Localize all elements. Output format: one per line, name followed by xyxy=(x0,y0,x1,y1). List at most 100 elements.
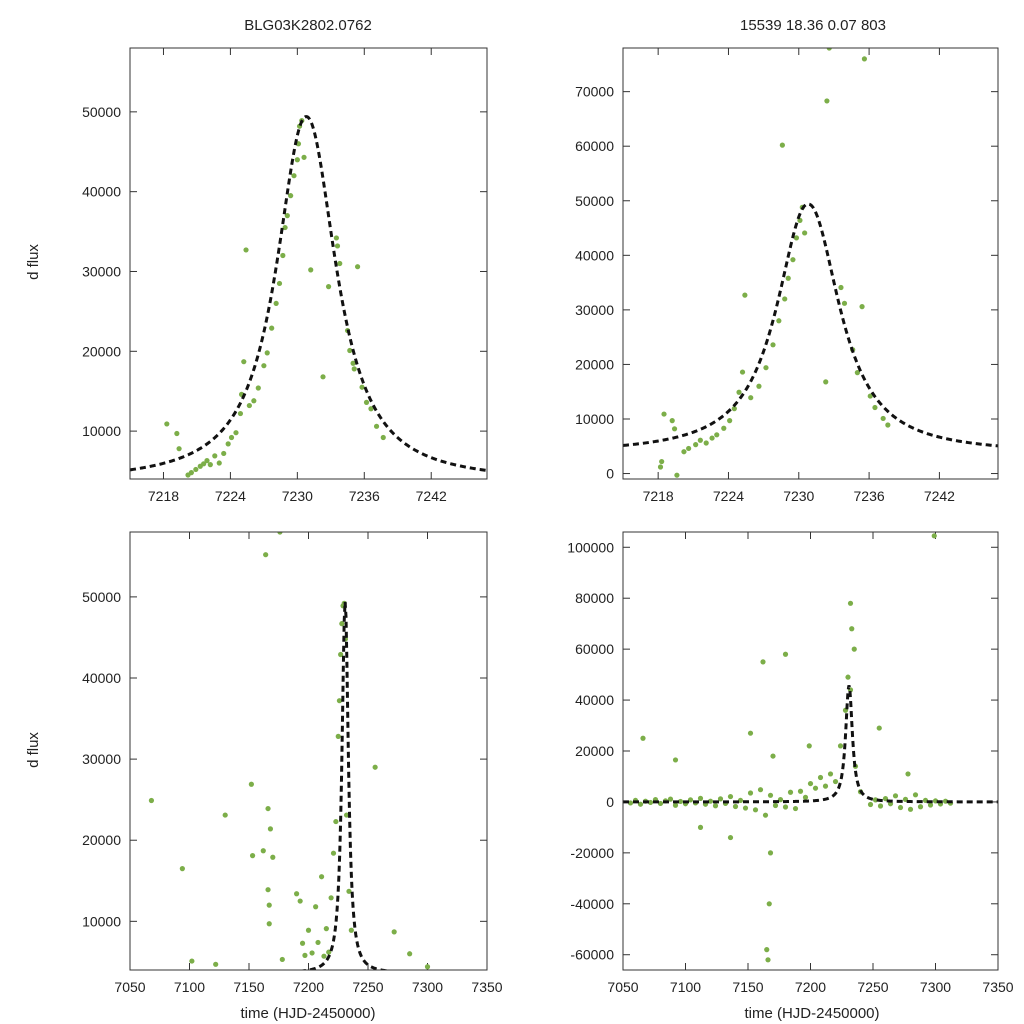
data-point xyxy=(302,952,308,959)
data-point xyxy=(742,292,748,298)
data-point xyxy=(767,850,774,856)
ytick-label: 10000 xyxy=(82,913,121,929)
ytick-label: 10000 xyxy=(575,411,614,427)
data-point xyxy=(189,958,195,964)
data-point xyxy=(742,805,749,811)
data-point xyxy=(337,260,343,267)
data-point xyxy=(838,284,844,291)
data-point xyxy=(765,957,771,963)
data-point xyxy=(739,369,746,375)
model-curve xyxy=(623,685,998,804)
data-point xyxy=(802,230,808,236)
panel-bottom-right: 7050 7100 7150 7200 7250 7300 7350 -60000 -40000… xyxy=(567,531,1014,995)
data-point xyxy=(763,365,769,371)
data-point xyxy=(148,797,155,804)
data-point xyxy=(931,533,937,539)
title-right: 15539 18.36 0.07 803 xyxy=(740,17,886,34)
data-point xyxy=(861,56,868,62)
data-point xyxy=(772,802,779,809)
data-point xyxy=(657,464,664,470)
data-point xyxy=(309,950,315,956)
data-point xyxy=(333,235,339,241)
xtick-label: 7300 xyxy=(920,979,951,995)
data-point xyxy=(727,793,734,800)
xtick-label: 7218 xyxy=(643,488,674,504)
data-point xyxy=(681,449,687,455)
data-point xyxy=(766,901,772,907)
plot-area xyxy=(130,115,487,478)
data-point xyxy=(717,796,724,802)
ytick-label: 50000 xyxy=(575,193,614,209)
data-point xyxy=(627,800,634,806)
data-point xyxy=(637,801,644,807)
data-point xyxy=(176,446,182,452)
data-point xyxy=(325,284,332,290)
data-point xyxy=(827,771,834,777)
data-point xyxy=(770,753,776,759)
data-point xyxy=(667,796,674,802)
data-point xyxy=(237,410,244,417)
data-point xyxy=(294,157,300,163)
xtick-label: 7242 xyxy=(416,488,447,504)
data-point xyxy=(308,267,314,273)
data-point xyxy=(225,441,231,447)
xtick-label: 7230 xyxy=(282,488,313,504)
data-point xyxy=(714,432,720,438)
ytick-label: 40000 xyxy=(575,247,614,263)
data-point xyxy=(335,733,341,740)
data-point xyxy=(243,247,249,253)
data-point xyxy=(867,393,873,399)
data-point xyxy=(767,792,774,798)
ytick-label: 20000 xyxy=(575,743,614,759)
data-point xyxy=(333,818,339,825)
ytick-label: 20000 xyxy=(82,832,121,848)
data-point xyxy=(697,437,703,443)
data-point xyxy=(686,445,692,452)
plot-frame xyxy=(622,47,999,480)
data-point xyxy=(727,418,733,424)
data-point xyxy=(851,646,857,652)
ytick-label: 0 xyxy=(606,794,614,810)
xtick-label: 7236 xyxy=(854,488,885,504)
data-point xyxy=(346,888,352,894)
data-point xyxy=(779,142,785,148)
data-point xyxy=(233,430,239,436)
data-point xyxy=(872,404,878,411)
data-point xyxy=(792,805,799,812)
plot-area xyxy=(623,533,998,963)
xtick-label: 7200 xyxy=(795,979,826,995)
data-point xyxy=(817,774,824,781)
data-point xyxy=(837,743,844,749)
xtick-label: 7224 xyxy=(215,488,246,504)
data-point xyxy=(228,434,235,441)
data-point xyxy=(359,384,365,390)
data-point xyxy=(323,926,329,932)
ytick-label: 30000 xyxy=(82,751,121,767)
xtick-label: 7150 xyxy=(732,979,763,995)
data-point xyxy=(659,458,665,465)
data-point xyxy=(790,257,796,263)
data-point xyxy=(291,173,297,179)
ytick-label: 20000 xyxy=(575,356,614,372)
data-point xyxy=(859,304,865,310)
data-point xyxy=(294,891,300,897)
data-point xyxy=(672,757,679,763)
xtick-label: 7200 xyxy=(293,979,324,995)
ytick-label: 40000 xyxy=(82,670,121,686)
plot-area xyxy=(148,532,431,970)
data-point xyxy=(807,780,814,787)
model-curve xyxy=(623,202,998,448)
ytick-label: -40000 xyxy=(570,896,614,912)
data-point xyxy=(823,379,829,385)
data-point xyxy=(880,415,886,422)
data-point xyxy=(255,385,261,391)
data-point xyxy=(697,795,704,801)
data-point xyxy=(793,235,800,241)
data-point xyxy=(188,470,194,476)
data-point xyxy=(284,213,290,219)
data-point xyxy=(737,797,744,804)
xtick-label: 7250 xyxy=(857,979,888,995)
xtick-label: 7242 xyxy=(924,488,955,504)
data-point xyxy=(339,621,345,627)
